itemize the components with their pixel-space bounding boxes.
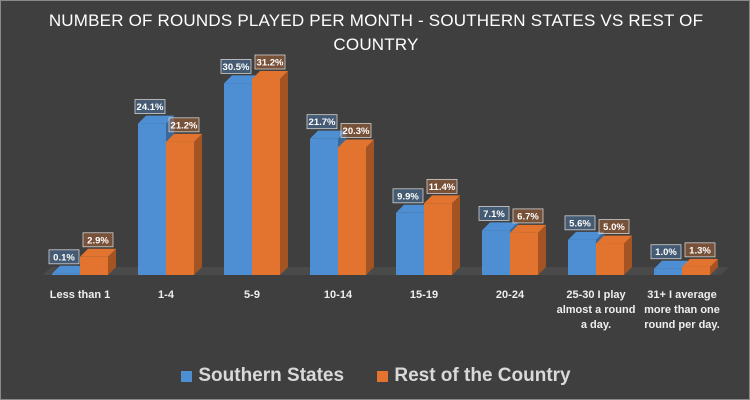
category-label-5: 20-24: [495, 289, 525, 301]
data-label-southern-states-6: 5.6%: [564, 215, 596, 231]
data-label-rest-of-country-3: 20.3%: [340, 123, 372, 138]
svg-text:5.0%: 5.0%: [603, 222, 625, 233]
legend-swatch-southern-states: [181, 370, 193, 382]
legend: Southern States Rest of the Country: [1, 365, 750, 388]
svg-text:21.7%: 21.7%: [309, 117, 336, 128]
data-label-rest-of-country-7: 1.3%: [684, 242, 716, 258]
bar-rest-of-country-4: [424, 195, 460, 275]
bar-rest-of-country-5: [510, 224, 546, 275]
svg-text:1.0%: 1.0%: [655, 247, 677, 258]
svg-text:31.2%: 31.2%: [257, 58, 284, 69]
category-label-4: 15-19: [409, 289, 439, 301]
bar-rest-of-country-6: [596, 235, 632, 275]
svg-text:6.7%: 6.7%: [517, 211, 539, 222]
svg-text:9.9%: 9.9%: [397, 191, 419, 202]
data-label-rest-of-country-6: 5.0%: [598, 219, 630, 234]
bar-rest-of-country-1: [166, 133, 202, 275]
svg-text:5.6%: 5.6%: [569, 218, 591, 229]
svg-text:30.5%: 30.5%: [223, 62, 250, 73]
svg-text:11.4%: 11.4%: [429, 182, 456, 193]
svg-text:20.3%: 20.3%: [343, 126, 370, 137]
category-label-2: 5-9: [244, 289, 260, 301]
legend-label-rest-of-country: Rest of the Country: [394, 365, 571, 386]
svg-text:21.2%: 21.2%: [171, 120, 198, 131]
bar-rest-of-country-7: [682, 258, 718, 275]
bar-rest-of-country-3: [338, 139, 374, 275]
category-label-1: 1-4: [158, 289, 174, 301]
svg-text:7.1%: 7.1%: [483, 209, 505, 220]
data-label-southern-states-4: 9.9%: [392, 188, 424, 204]
category-label-0: Less than 1: [49, 289, 111, 301]
svg-text:24.1%: 24.1%: [137, 102, 164, 113]
svg-text:2.9%: 2.9%: [87, 235, 109, 246]
legend-item-southern-states: Southern States: [181, 365, 344, 387]
category-label-7: 31+ I average more than one round per da…: [644, 289, 720, 331]
category-label-6: 25-30 I play almost a round a day.: [556, 289, 636, 331]
bar-rest-of-country-2: [252, 71, 288, 275]
data-label-rest-of-country-4: 11.4%: [426, 178, 458, 194]
data-label-rest-of-country-0: 2.9%: [82, 232, 114, 248]
data-label-southern-states-3: 21.7%: [306, 114, 338, 130]
legend-label-southern-states: Southern States: [198, 365, 345, 386]
data-label-southern-states-5: 7.1%: [478, 205, 510, 221]
data-label-southern-states-2: 30.5%: [220, 58, 252, 74]
chart-title: NUMBER OF ROUNDS PLAYED PER MONTH - SOUT…: [48, 11, 704, 54]
data-label-southern-states-0: 0.1%: [48, 249, 80, 265]
data-label-southern-states-7: 1.0%: [650, 244, 682, 260]
svg-text:1.3%: 1.3%: [689, 245, 711, 256]
data-label-rest-of-country-2: 31.2%: [254, 54, 286, 70]
chart-floor: [43, 267, 729, 275]
data-label-southern-states-1: 24.1%: [134, 99, 166, 115]
data-label-rest-of-country-5: 6.7%: [512, 208, 544, 224]
data-label-rest-of-country-1: 21.2%: [168, 117, 200, 133]
category-label-3: 10-14: [323, 289, 353, 301]
svg-text:0.1%: 0.1%: [53, 252, 75, 263]
bar-rest-of-country-0: [80, 248, 116, 275]
legend-item-rest-of-country: Rest of the Country: [377, 365, 571, 387]
legend-swatch-rest-of-country: [377, 370, 389, 382]
